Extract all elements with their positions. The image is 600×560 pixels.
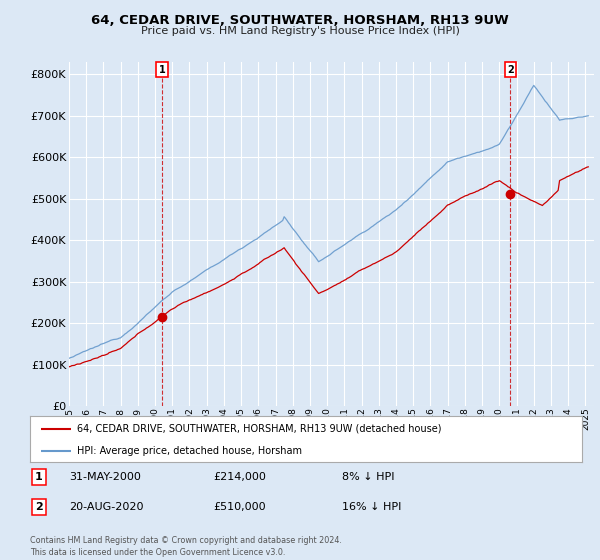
- Text: 64, CEDAR DRIVE, SOUTHWATER, HORSHAM, RH13 9UW: 64, CEDAR DRIVE, SOUTHWATER, HORSHAM, RH…: [91, 14, 509, 27]
- Text: £510,000: £510,000: [213, 502, 266, 512]
- Text: 2: 2: [507, 65, 514, 75]
- Text: 2: 2: [35, 502, 43, 512]
- Text: 20-AUG-2020: 20-AUG-2020: [69, 502, 143, 512]
- Text: £214,000: £214,000: [213, 472, 266, 482]
- Text: 8% ↓ HPI: 8% ↓ HPI: [342, 472, 395, 482]
- Text: HPI: Average price, detached house, Horsham: HPI: Average price, detached house, Hors…: [77, 446, 302, 455]
- Text: Price paid vs. HM Land Registry's House Price Index (HPI): Price paid vs. HM Land Registry's House …: [140, 26, 460, 36]
- Text: 31-MAY-2000: 31-MAY-2000: [69, 472, 141, 482]
- Text: 16% ↓ HPI: 16% ↓ HPI: [342, 502, 401, 512]
- Text: 64, CEDAR DRIVE, SOUTHWATER, HORSHAM, RH13 9UW (detached house): 64, CEDAR DRIVE, SOUTHWATER, HORSHAM, RH…: [77, 424, 442, 434]
- Text: 1: 1: [35, 472, 43, 482]
- Text: Contains HM Land Registry data © Crown copyright and database right 2024.
This d: Contains HM Land Registry data © Crown c…: [30, 536, 342, 557]
- Text: 1: 1: [159, 65, 166, 75]
